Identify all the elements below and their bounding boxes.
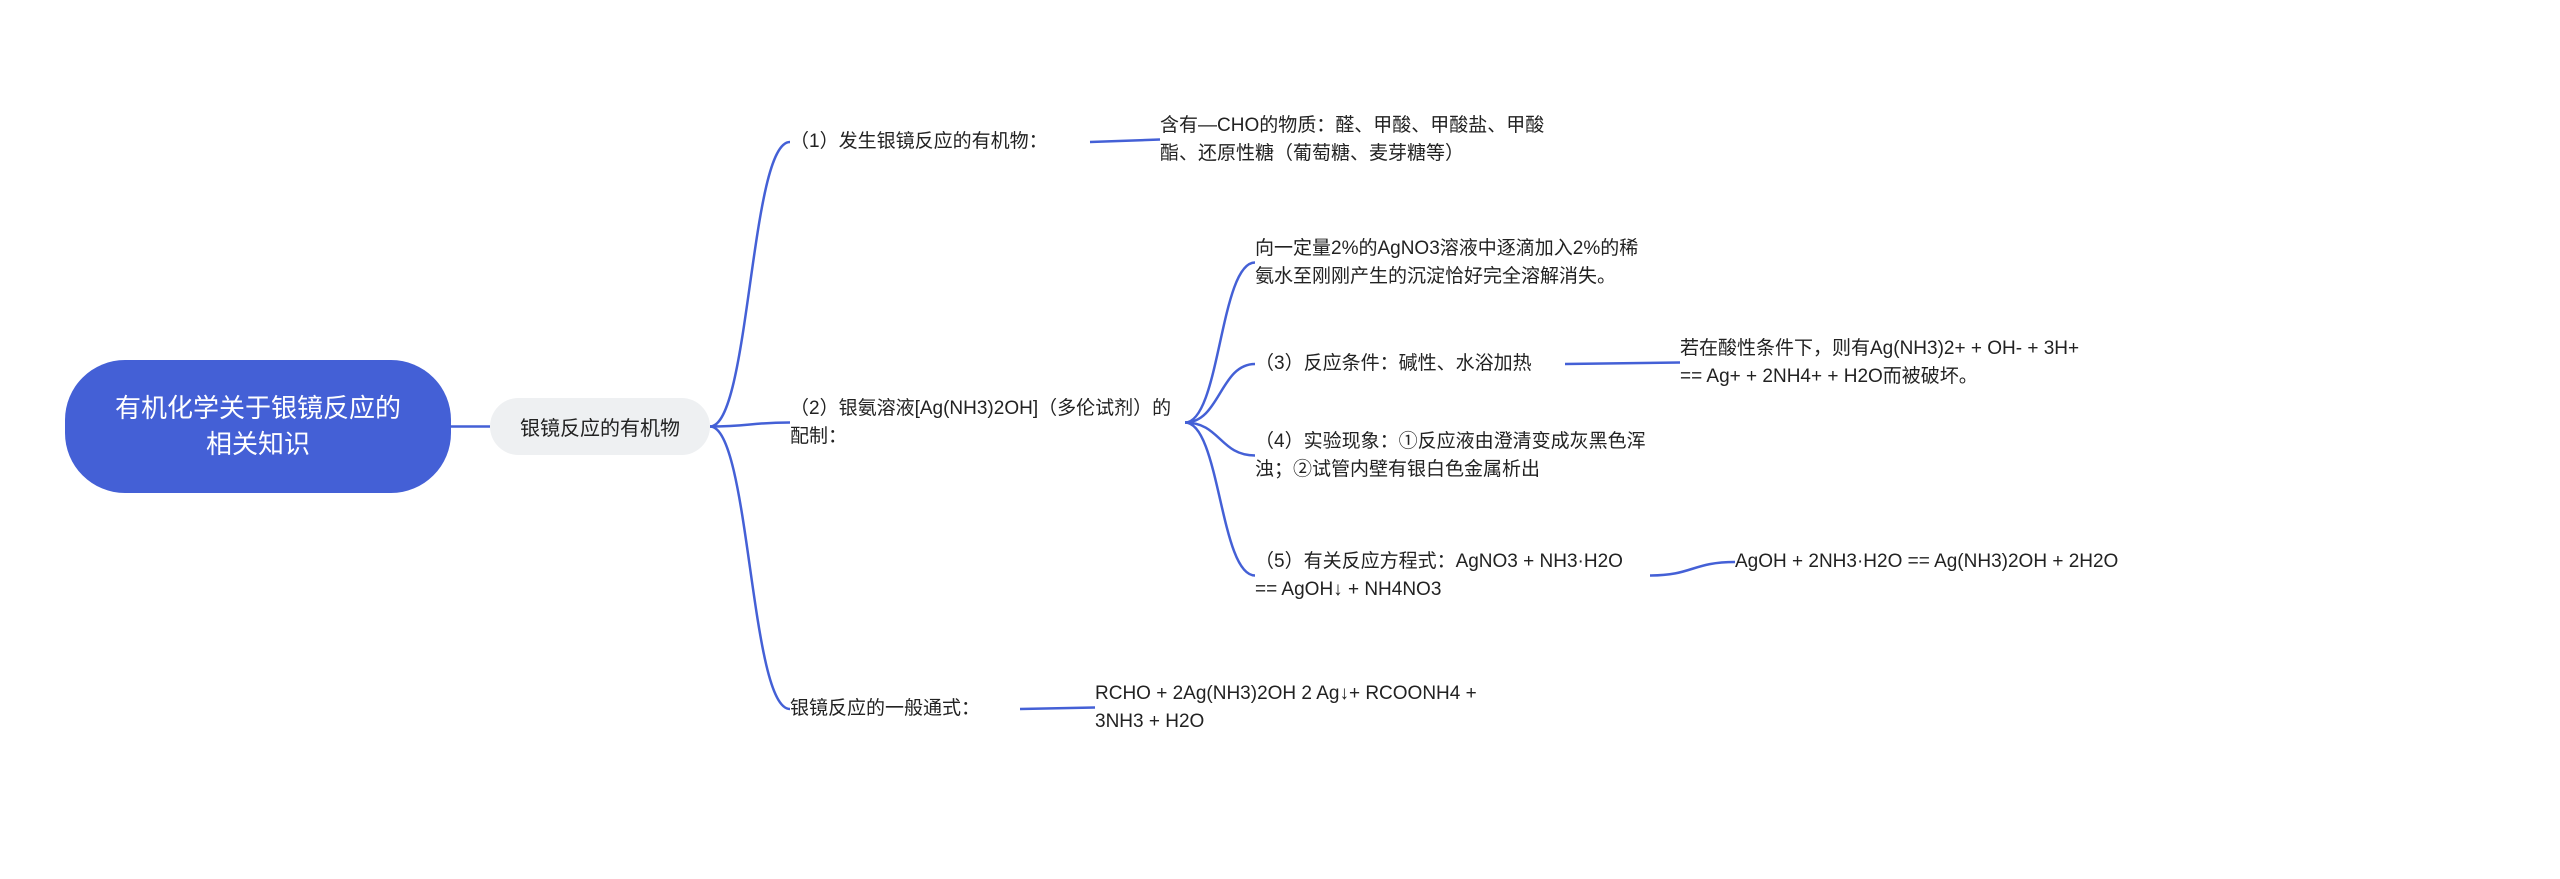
branch-2-child-3: （4）实验现象：①反应液由澄清变成灰黑色浑浊；②试管内壁有银白色金属析出 (1255, 428, 1650, 483)
branch-2-child-4-child-1: AgOH + 2NH3·H2O == Ag(NH3)2OH + 2H2O (1735, 548, 2135, 576)
level1-node: 银镜反应的有机物 (490, 398, 710, 455)
level1-node-label: 银镜反应的有机物 (520, 412, 680, 441)
branch-2-child-2: （3）反应条件：碱性、水浴加热 (1255, 350, 1565, 378)
branch-1-child-1: 含有—CHO的物质：醛、甲酸、甲酸盐、甲酸酯、还原性糖（葡萄糖、麦芽糖等） (1160, 112, 1550, 167)
branch-3: 银镜反应的一般通式： (790, 695, 1020, 723)
branch-2-child-2-child-1-label: 若在酸性条件下，则有Ag(NH3)2+ + OH- + 3H+ == Ag+ +… (1680, 335, 2080, 390)
branch-3-child-1-label: RCHO + 2Ag(NH3)2OH 2 Ag↓+ RCOONH4 + 3NH3… (1095, 680, 1495, 735)
branch-1-label: （1）发生银镜反应的有机物： (790, 128, 1048, 156)
branch-2-child-1-label: 向一定量2%的AgNO3溶液中逐滴加入2%的稀氨水至刚刚产生的沉淀恰好完全溶解消… (1255, 235, 1655, 290)
branch-2-child-4: （5）有关反应方程式：AgNO3 + NH3·H2O == AgOH↓ + NH… (1255, 548, 1650, 603)
branch-2-child-2-label: （3）反应条件：碱性、水浴加热 (1255, 350, 1532, 378)
branch-2-child-4-label: （5）有关反应方程式：AgNO3 + NH3·H2O == AgOH↓ + NH… (1255, 548, 1650, 603)
branch-2-child-4-child-1-label: AgOH + 2NH3·H2O == Ag(NH3)2OH + 2H2O (1735, 548, 2118, 576)
branch-2-child-1: 向一定量2%的AgNO3溶液中逐滴加入2%的稀氨水至刚刚产生的沉淀恰好完全溶解消… (1255, 235, 1655, 290)
branch-2: （2）银氨溶液[Ag(NH3)2OH]（多伦试剂）的配制： (790, 395, 1185, 450)
branch-3-label: 银镜反应的一般通式： (790, 695, 980, 723)
branch-3-child-1: RCHO + 2Ag(NH3)2OH 2 Ag↓+ RCOONH4 + 3NH3… (1095, 680, 1495, 735)
root-node: 有机化学关于银镜反应的 相关知识 (65, 360, 451, 493)
branch-1-child-1-label: 含有—CHO的物质：醛、甲酸、甲酸盐、甲酸酯、还原性糖（葡萄糖、麦芽糖等） (1160, 112, 1550, 167)
root-node-label: 有机化学关于银镜反应的 相关知识 (115, 390, 401, 463)
branch-2-child-3-label: （4）实验现象：①反应液由澄清变成灰黑色浑浊；②试管内壁有银白色金属析出 (1255, 428, 1650, 483)
branch-2-child-2-child-1: 若在酸性条件下，则有Ag(NH3)2+ + OH- + 3H+ == Ag+ +… (1680, 335, 2080, 390)
branch-1: （1）发生银镜反应的有机物： (790, 128, 1090, 156)
branch-2-label: （2）银氨溶液[Ag(NH3)2OH]（多伦试剂）的配制： (790, 395, 1185, 450)
